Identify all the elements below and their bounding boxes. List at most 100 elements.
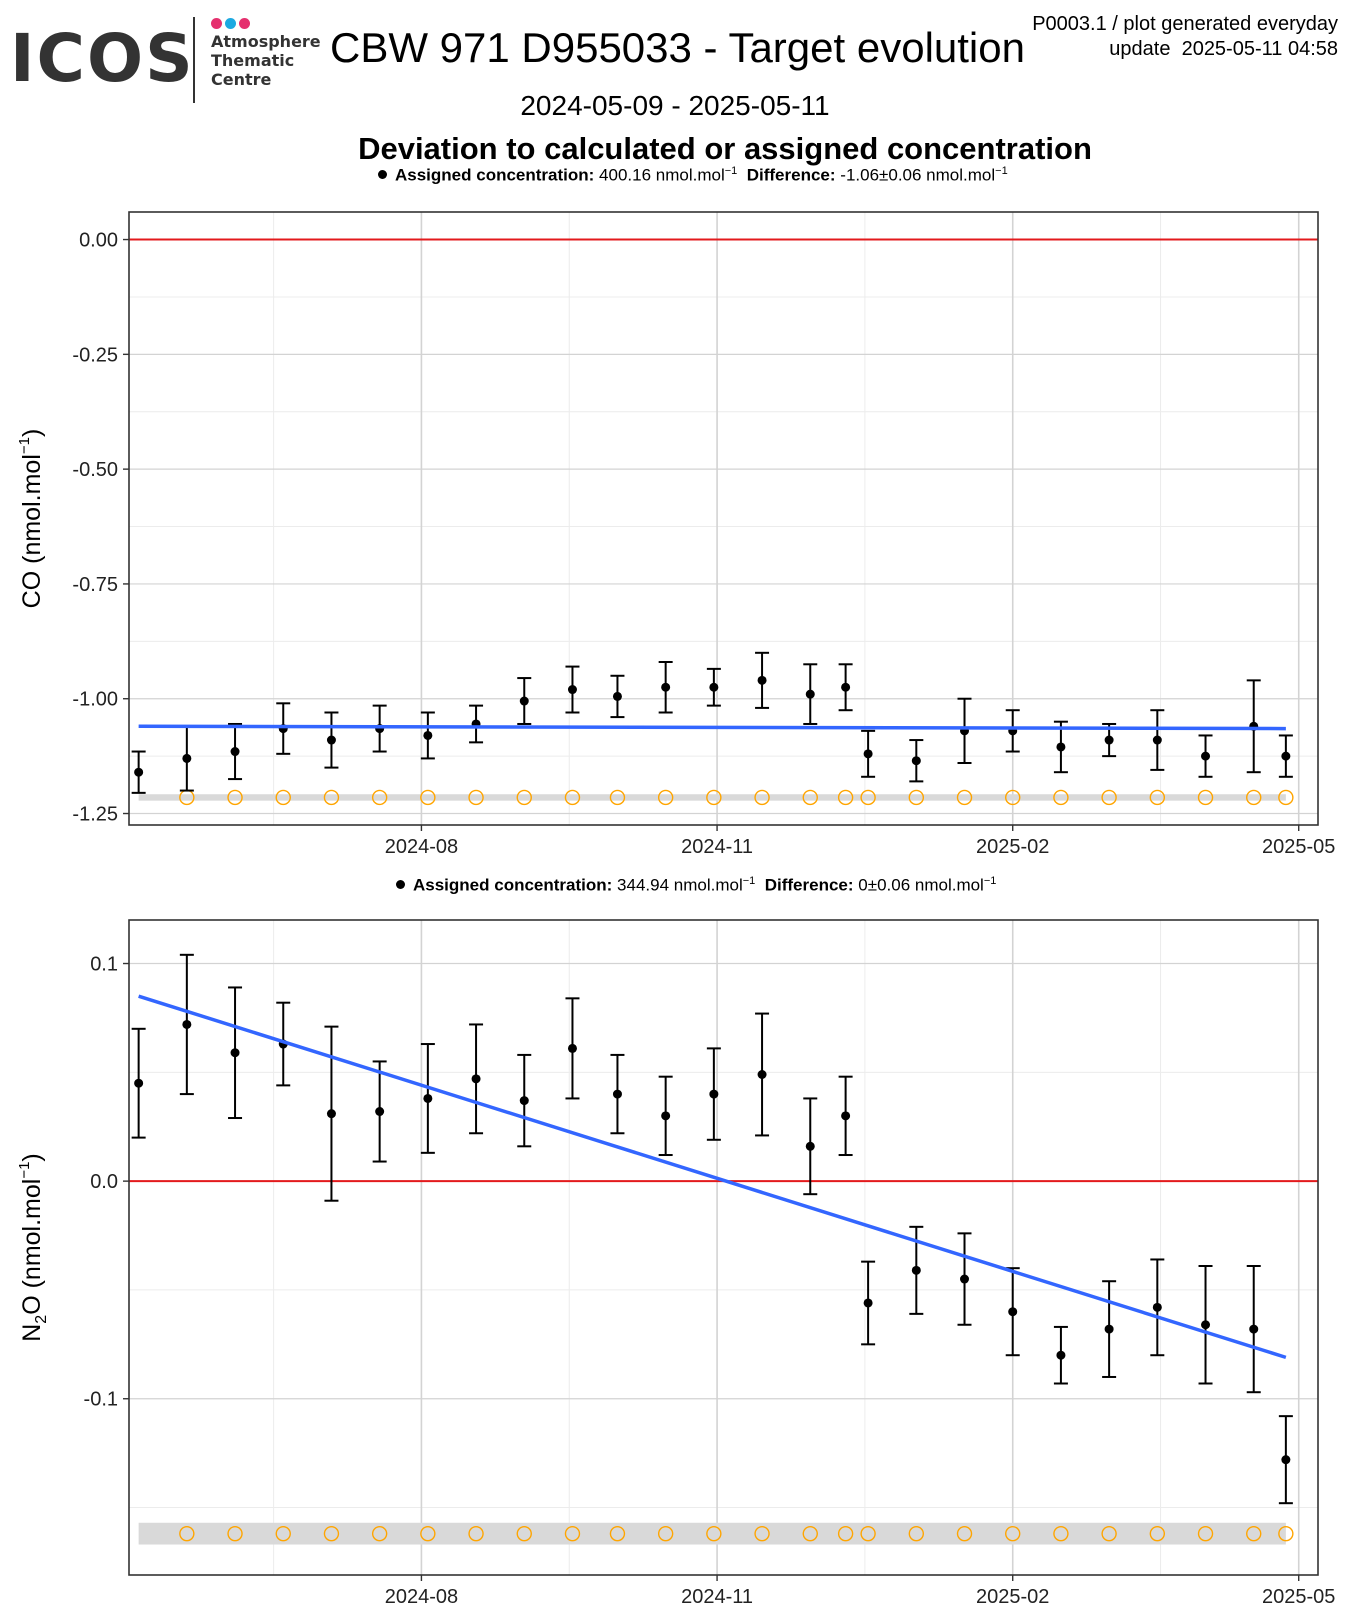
- flag-marker-circle: [564, 1525, 581, 1542]
- flag-marker-circle: [1197, 1525, 1214, 1542]
- info-line-plot: P0003.1 / plot generated everyday: [1032, 13, 1338, 35]
- flag-marker-circle: [706, 1525, 722, 1542]
- legend-point-icon: [378, 169, 387, 179]
- flag-marker-circle: [420, 1525, 436, 1542]
- data-point: [661, 1111, 671, 1121]
- legend-unit-exponent: −1: [742, 875, 756, 887]
- data-point: [960, 1274, 970, 1284]
- y-label-superscript: −1: [16, 1162, 33, 1179]
- flag-marker-circle: [371, 789, 388, 806]
- y-tick-label: -1.25: [72, 804, 118, 826]
- flag-marker-circle: [468, 789, 484, 806]
- legend-difference-label: Difference:: [764, 875, 854, 895]
- flag-marker-circle: [1005, 789, 1021, 806]
- data-point: [1281, 1455, 1291, 1465]
- flag-marker-circle: [275, 789, 291, 806]
- flag-marker-circle: [1101, 789, 1117, 806]
- data-point: [1056, 742, 1066, 752]
- flag-marker-circle: [1278, 789, 1294, 806]
- data-point: [1056, 1350, 1066, 1360]
- data-point: [911, 1265, 921, 1275]
- x-tick-label: 2024-08: [385, 836, 458, 858]
- data-point: [805, 1141, 815, 1151]
- logo-subtitle: Atmosphere Thematic Centre: [211, 32, 321, 89]
- flag-marker-circle: [706, 789, 722, 806]
- data-point: [1152, 1302, 1162, 1312]
- info-line-update: update 2025-05-11 04:58: [1109, 38, 1338, 60]
- data-point: [519, 696, 529, 706]
- legend-n2o: Assigned concentration: 344.94 nmol.mol−…: [396, 875, 996, 896]
- flag-marker-circle: [754, 789, 770, 806]
- y-tick-label: 0.00: [79, 230, 118, 252]
- flag-marker-circle: [275, 1525, 291, 1542]
- flag-marker-circle: [179, 1525, 195, 1542]
- page-title: CBW 971 D955033 - Target evolution: [330, 24, 1025, 71]
- data-point: [1201, 1320, 1211, 1330]
- logo-divider: [193, 17, 195, 103]
- trend-line: [138, 994, 1287, 1360]
- data-point: [805, 689, 815, 699]
- legend-unit-exponent: −1: [983, 875, 997, 887]
- x-tick-label: 2025-02: [976, 1586, 1049, 1608]
- flag-marker-circle: [227, 789, 243, 806]
- flag-marker-circle: [754, 1525, 770, 1542]
- y-tick-label: 0.1: [90, 954, 118, 976]
- logo-subtitle-line: Atmosphere: [211, 32, 321, 51]
- data-point: [326, 1109, 336, 1119]
- flag-marker-circle: [1101, 1525, 1117, 1542]
- y-label-main: CO (nmol.mol: [18, 454, 46, 608]
- data-point: [230, 1048, 240, 1058]
- data-point: [612, 1089, 622, 1099]
- flag-marker-circle: [837, 1525, 854, 1542]
- data-point: [1008, 1307, 1018, 1317]
- flag-marker-circle: [323, 1525, 340, 1542]
- co-deviation-chart: 0.00 -0.25 -0.50 -0.75 -1.00 -1.25 2024-08 2024…: [16, 211, 1335, 858]
- data-point: [230, 747, 240, 757]
- flag-marker-circle: [657, 1525, 674, 1542]
- marker-band: [138, 794, 1286, 801]
- y-tick-label: -0.75: [72, 574, 118, 596]
- data-point: [182, 1019, 192, 1029]
- trend-line: [138, 724, 1286, 731]
- flag-marker-circle: [1278, 1525, 1294, 1542]
- flag-marker-circle: [802, 789, 818, 806]
- date-range: 2024-05-09 - 2025-05-11: [520, 90, 830, 121]
- legend-unit-exponent: −1: [724, 165, 738, 177]
- data-point: [1201, 751, 1211, 761]
- flag-marker-circle: [1246, 1525, 1262, 1542]
- data-point: [423, 1093, 433, 1103]
- flag-marker-circle: [1246, 789, 1262, 806]
- flag-marker-circle: [1053, 789, 1069, 806]
- data-point: [567, 1043, 577, 1053]
- data-point: [709, 1089, 719, 1099]
- x-tick-label: 2024-11: [681, 836, 753, 858]
- x-tick-label: 2025-05: [1262, 1586, 1335, 1608]
- data-point: [134, 1078, 144, 1088]
- flag-marker-circle: [516, 789, 532, 806]
- x-tick-label: 2024-11: [681, 1586, 753, 1608]
- data-point: [326, 735, 336, 745]
- flag-marker-circle: [609, 1525, 626, 1542]
- data-point: [1104, 735, 1114, 745]
- data-point: [1152, 735, 1162, 745]
- y-axis-label: CO (nmol.mol−1): [16, 429, 46, 609]
- legend-difference-value: 0±0.06 nmol.mol: [858, 875, 984, 895]
- flag-marker-circle: [516, 1525, 532, 1542]
- data-point: [423, 730, 433, 740]
- data-point: [567, 685, 577, 695]
- data-point: [841, 1111, 851, 1121]
- y-tick-label: 0.0: [90, 1171, 118, 1193]
- data-point: [1281, 751, 1291, 761]
- y-tick-label: -0.25: [72, 344, 118, 366]
- plot-border: [128, 211, 1319, 826]
- y-label-superscript: −1: [16, 437, 33, 454]
- y-axis-label: N2O (nmol.mol−1): [16, 1153, 50, 1342]
- legend-point-icon: [396, 879, 405, 889]
- data-point: [612, 691, 622, 701]
- x-tick-label: 2024-08: [385, 1586, 458, 1608]
- data-point: [911, 756, 921, 766]
- flag-marker-circle: [564, 789, 581, 806]
- flag-marker-circle: [1053, 1525, 1069, 1542]
- logo-wordmark: ICOS: [10, 20, 195, 97]
- data-point: [841, 682, 851, 692]
